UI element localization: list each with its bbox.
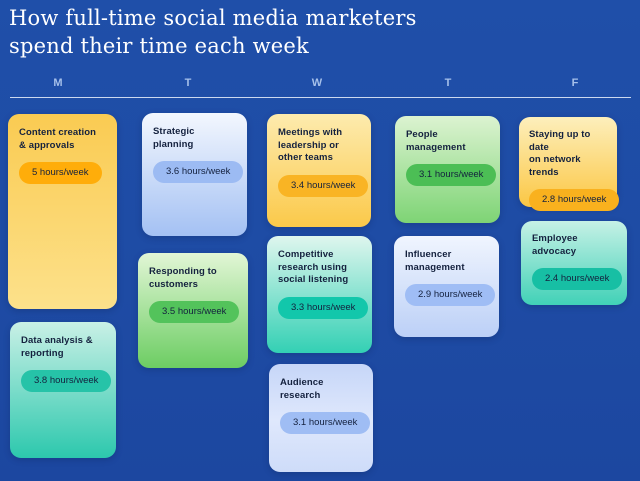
- weekday-label-tuesday: T: [184, 77, 192, 89]
- hours-pill: 3.8 hours/week: [21, 370, 112, 393]
- task-card-content-creation-approvals: Content creation & approvals 5 hours/wee…: [8, 114, 117, 309]
- task-title: People management: [406, 129, 466, 153]
- hours-pill: 3.3 hours/week: [278, 296, 369, 319]
- task-title: Staying up to date on network trends: [529, 129, 591, 178]
- task-title: Content creation & approvals: [19, 127, 97, 151]
- hours-pill: 2.4 hours/week: [532, 268, 623, 291]
- task-card-people-management: People management 3.1 hours/week: [395, 116, 500, 223]
- task-title: Responding to customers: [149, 266, 217, 290]
- task-title: Strategic planning: [153, 126, 195, 150]
- hours-pill: 3.1 hours/week: [280, 412, 371, 435]
- hours-pill: 3.5 hours/week: [149, 301, 240, 324]
- task-card-employee-advocacy: Employee advocacy 2.4 hours/week: [521, 221, 627, 305]
- page-title: How full-time social media marketers spe…: [9, 6, 417, 58]
- task-card-influencer-management: Influencer management 2.9 hours/week: [394, 236, 499, 337]
- task-title: Employee advocacy: [532, 233, 578, 257]
- hours-pill: 2.9 hours/week: [405, 284, 496, 307]
- task-card-meetings-leadership: Meetings with leadership or other teams …: [267, 114, 371, 227]
- weekday-label-wednesday: W: [311, 77, 323, 89]
- task-title: Data analysis & reporting: [21, 335, 93, 359]
- hours-pill: 2.8 hours/week: [529, 189, 620, 212]
- header-divider: [10, 97, 631, 98]
- weekday-label-monday: M: [53, 77, 63, 89]
- task-title: Competitive research using social listen…: [278, 249, 349, 286]
- hours-pill: 5 hours/week: [19, 162, 102, 185]
- weekday-label-thursday: T: [444, 77, 452, 89]
- hours-pill: 3.4 hours/week: [278, 174, 369, 197]
- task-card-network-trends: Staying up to date on network trends 2.8…: [519, 117, 620, 212]
- task-title: Audience research: [280, 377, 324, 401]
- task-card-competitive-research: Competitive research using social listen…: [267, 236, 372, 353]
- task-card-data-analysis-reporting: Data analysis & reporting 3.8 hours/week: [10, 322, 116, 458]
- task-title: Meetings with leadership or other teams: [278, 127, 343, 164]
- task-title: Influencer management: [405, 249, 465, 273]
- hours-pill: 3.1 hours/week: [406, 164, 497, 187]
- hours-pill: 3.6 hours/week: [153, 161, 244, 184]
- task-card-strategic-planning: Strategic planning 3.6 hours/week: [142, 113, 247, 236]
- task-card-responding-to-customers: Responding to customers 3.5 hours/week: [138, 253, 248, 368]
- weekday-label-friday: F: [571, 77, 579, 89]
- task-card-audience-research: Audience research 3.1 hours/week: [269, 364, 373, 472]
